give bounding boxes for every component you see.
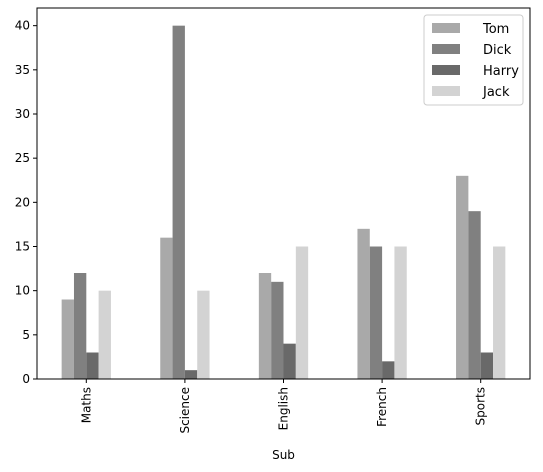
legend-label-tom: Tom: [482, 22, 509, 37]
bar-harry-science: [184, 370, 198, 379]
y-tick-label: 30: [15, 107, 30, 121]
bars-group: [61, 25, 506, 380]
x-tick-label: Science: [178, 387, 192, 434]
bar-dick-science: [172, 25, 185, 380]
y-tick-label: 20: [15, 195, 30, 209]
x-axis: Maths Science English French Sports: [79, 379, 488, 434]
bar-dick-french: [369, 246, 383, 379]
bar-jack-french: [394, 246, 407, 379]
y-tick-label: 5: [22, 328, 30, 342]
x-tick-label: French: [375, 387, 389, 427]
bar-harry-sports: [480, 352, 494, 379]
bar-dick-maths: [73, 273, 87, 379]
legend-box: [423, 14, 524, 106]
y-tick-label: 25: [15, 151, 30, 165]
bar-tom-french: [357, 228, 370, 379]
bar-harry-french: [382, 361, 395, 379]
legend: Tom Dick Harry Jack: [423, 14, 524, 106]
legend-swatch-harry: [432, 65, 460, 75]
x-tick-label: English: [277, 387, 291, 430]
bar-tom-maths: [61, 299, 74, 379]
bar-dick-english: [271, 281, 284, 379]
bar-harry-maths: [86, 352, 99, 379]
y-tick-label: 40: [15, 19, 30, 33]
y-tick-label: 15: [15, 240, 30, 254]
bar-tom-science: [160, 237, 173, 379]
bar-dick-sports: [468, 211, 481, 379]
legend-label-jack: Jack: [482, 85, 510, 100]
plot-frame: [36, 7, 531, 380]
bar-jack-maths: [98, 290, 111, 379]
legend-label-harry: Harry: [483, 64, 519, 79]
legend-swatch-dick: [432, 44, 460, 54]
x-tick-label: Maths: [79, 387, 93, 423]
legend-label-dick: Dick: [483, 43, 512, 58]
bar-tom-sports: [456, 175, 469, 379]
y-tick-label: 10: [15, 284, 30, 298]
legend-swatch-jack: [432, 86, 460, 96]
y-tick-label: 0: [22, 372, 30, 386]
bar-tom-english: [258, 273, 272, 379]
y-axis: 0 5 10 15 20 25 30 35 40: [15, 19, 37, 386]
legend-swatch-tom: [432, 23, 460, 33]
bar-jack-sports: [493, 246, 506, 379]
y-tick-label: 35: [15, 63, 30, 77]
bar-harry-english: [283, 343, 296, 379]
x-tick-label: Sports: [474, 387, 488, 425]
bar-jack-english: [295, 246, 309, 379]
x-axis-label: Sub: [272, 448, 295, 462]
bar-jack-science: [197, 290, 210, 379]
